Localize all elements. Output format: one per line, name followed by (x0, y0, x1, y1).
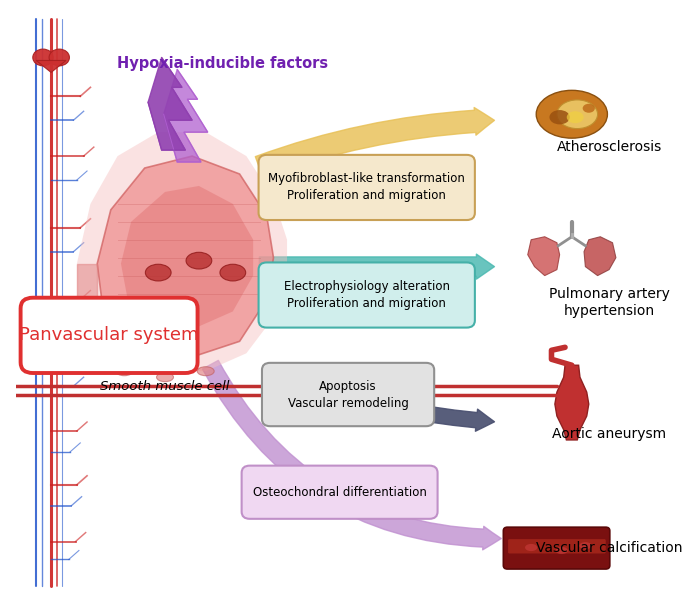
FancyBboxPatch shape (503, 527, 610, 569)
FancyBboxPatch shape (258, 155, 475, 220)
Text: Panvascular system: Panvascular system (20, 326, 199, 344)
Ellipse shape (33, 49, 53, 66)
Ellipse shape (186, 252, 212, 269)
FancyBboxPatch shape (241, 465, 438, 519)
Ellipse shape (116, 367, 133, 376)
Ellipse shape (550, 110, 570, 125)
PathPatch shape (528, 237, 559, 276)
FancyArrowPatch shape (298, 380, 494, 431)
PathPatch shape (77, 132, 287, 371)
FancyBboxPatch shape (508, 539, 606, 553)
PathPatch shape (121, 186, 253, 329)
FancyBboxPatch shape (262, 363, 434, 426)
Ellipse shape (580, 542, 592, 549)
PathPatch shape (97, 156, 274, 359)
Ellipse shape (49, 49, 69, 66)
Text: Vascular calcification: Vascular calcification (536, 540, 682, 555)
Polygon shape (36, 60, 66, 72)
Polygon shape (77, 264, 97, 300)
Polygon shape (164, 69, 208, 162)
FancyBboxPatch shape (20, 298, 197, 373)
Ellipse shape (556, 547, 568, 554)
Text: Aortic aneurysm: Aortic aneurysm (552, 427, 666, 441)
Ellipse shape (146, 264, 171, 281)
Text: Smooth muscle cell: Smooth muscle cell (100, 380, 230, 393)
Ellipse shape (157, 373, 174, 382)
Text: Osteochondral differentiation: Osteochondral differentiation (253, 486, 426, 499)
FancyArrowPatch shape (202, 361, 501, 550)
Text: Apoptosis
Vascular remodeling: Apoptosis Vascular remodeling (288, 380, 409, 410)
Ellipse shape (525, 544, 537, 551)
Ellipse shape (582, 104, 595, 113)
Ellipse shape (557, 100, 598, 129)
FancyArrowPatch shape (256, 107, 494, 177)
Text: Pulmonary artery
hypertension: Pulmonary artery hypertension (549, 288, 670, 317)
Text: Atherosclerosis: Atherosclerosis (556, 140, 662, 154)
Ellipse shape (197, 367, 214, 376)
Text: Myofibroblast-like transformation
Proliferation and migration: Myofibroblast-like transformation Prolif… (268, 173, 466, 202)
FancyBboxPatch shape (258, 262, 475, 328)
PathPatch shape (584, 237, 616, 276)
Ellipse shape (220, 264, 246, 281)
Ellipse shape (536, 90, 608, 138)
FancyArrowPatch shape (259, 254, 494, 279)
Text: Hypoxia-inducible factors: Hypoxia-inducible factors (117, 56, 328, 71)
Text: Electrophysiology alteration
Proliferation and migration: Electrophysiology alteration Proliferati… (284, 280, 449, 310)
PathPatch shape (555, 365, 589, 440)
Polygon shape (148, 58, 192, 150)
Ellipse shape (567, 111, 584, 123)
